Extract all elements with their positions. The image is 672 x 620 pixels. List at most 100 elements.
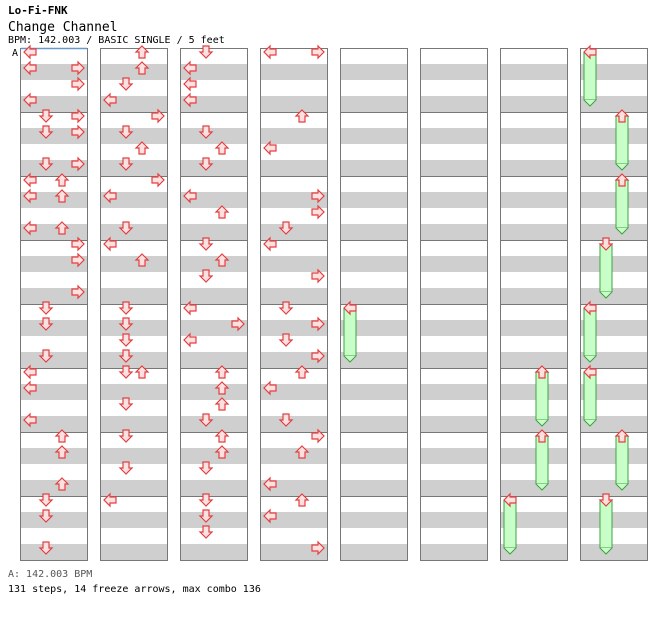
measure-stripe xyxy=(100,128,168,144)
step-arrow xyxy=(134,45,150,59)
song-title: Change Channel xyxy=(8,20,118,35)
step-arrow xyxy=(534,365,550,379)
step-arrow xyxy=(198,461,214,475)
chart-stats: 131 steps, 14 freeze arrows, max combo 1… xyxy=(8,584,261,595)
measure-stripe xyxy=(420,320,488,336)
measure-stripe xyxy=(100,224,168,240)
chart-meta: BPM: 142.003 / BASIC SINGLE / 5 feet xyxy=(8,35,225,46)
measure-stripe xyxy=(20,352,88,368)
measure-stripe xyxy=(580,96,648,112)
freeze-tail xyxy=(615,163,629,171)
step-arrow xyxy=(214,381,230,395)
measure-stripe xyxy=(180,224,248,240)
measure-stripe xyxy=(260,480,328,496)
step-arrow xyxy=(103,492,117,508)
step-arrow xyxy=(23,188,37,204)
freeze-body xyxy=(615,435,629,485)
measure-stripe xyxy=(580,480,648,496)
step-arrow xyxy=(38,509,54,523)
step-arrow xyxy=(103,236,117,252)
measure-stripe xyxy=(340,416,408,432)
measure-stripe xyxy=(340,160,408,176)
measure-stripe xyxy=(260,320,328,336)
measure-stripe xyxy=(180,288,248,304)
measure-stripe xyxy=(100,320,168,336)
measure-stripe xyxy=(100,352,168,368)
step-arrow xyxy=(23,92,37,108)
measure-stripe xyxy=(420,256,488,272)
step-arrow xyxy=(134,253,150,267)
step-arrow xyxy=(38,541,54,555)
freeze-tail xyxy=(535,419,549,427)
measure-stripe xyxy=(580,384,648,400)
measure-stripe xyxy=(20,192,88,208)
step-arrow xyxy=(71,284,85,300)
measure-stripe xyxy=(180,416,248,432)
step-arrow xyxy=(118,157,134,171)
step-arrow xyxy=(118,125,134,139)
step-arrow xyxy=(583,300,597,316)
measure-stripe xyxy=(20,160,88,176)
step-arrow xyxy=(343,300,357,316)
measure-stripe xyxy=(100,160,168,176)
step-arrow xyxy=(598,493,614,507)
freeze-tail xyxy=(599,291,613,299)
freeze-body xyxy=(615,179,629,229)
measure-stripe xyxy=(420,512,488,528)
step-arrow xyxy=(214,445,230,459)
measure-stripe xyxy=(180,352,248,368)
step-arrow xyxy=(311,204,325,220)
measure-stripe xyxy=(420,544,488,560)
measure-stripe xyxy=(580,352,648,368)
measure-stripe xyxy=(180,480,248,496)
measure-stripe xyxy=(260,128,328,144)
step-arrow xyxy=(263,508,277,524)
measure-stripe xyxy=(260,224,328,240)
measure-stripe xyxy=(420,352,488,368)
measure-stripe xyxy=(580,64,648,80)
step-arrow xyxy=(118,221,134,235)
measure-stripe xyxy=(180,384,248,400)
step-arrow xyxy=(103,188,117,204)
freeze-tail xyxy=(583,355,597,363)
step-arrow xyxy=(151,172,165,188)
measure-stripe xyxy=(500,256,568,272)
artist-name: Lo-Fi-FNK xyxy=(8,4,68,17)
step-arrow xyxy=(23,44,37,60)
measure-stripe xyxy=(500,160,568,176)
step-arrow xyxy=(183,60,197,76)
step-arrow xyxy=(311,268,325,284)
measure-stripe xyxy=(340,256,408,272)
measure-stripe xyxy=(20,512,88,528)
measure-stripe xyxy=(420,192,488,208)
step-arrow xyxy=(118,77,134,91)
step-arrow xyxy=(183,300,197,316)
measure-stripe xyxy=(260,160,328,176)
step-arrow xyxy=(198,125,214,139)
step-arrow xyxy=(118,317,134,331)
step-arrow xyxy=(198,493,214,507)
step-arrow xyxy=(311,428,325,444)
measure-stripe xyxy=(500,352,568,368)
step-arrow xyxy=(198,413,214,427)
measure-stripe xyxy=(580,512,648,528)
measure-stripe xyxy=(340,512,408,528)
measure-stripe xyxy=(180,192,248,208)
step-arrow xyxy=(118,333,134,347)
measure-stripe xyxy=(580,320,648,336)
measure-stripe xyxy=(260,416,328,432)
step-chart: A xyxy=(12,44,648,561)
freeze-body xyxy=(343,307,357,357)
measure-stripe xyxy=(100,384,168,400)
measure-stripe xyxy=(180,128,248,144)
step-arrow xyxy=(183,92,197,108)
step-arrow xyxy=(214,429,230,443)
measure-stripe xyxy=(20,320,88,336)
step-arrow xyxy=(278,221,294,235)
step-arrow xyxy=(23,412,37,428)
measure-stripe xyxy=(340,288,408,304)
measure-stripe xyxy=(420,448,488,464)
step-arrow xyxy=(278,333,294,347)
step-arrow xyxy=(263,140,277,156)
measure-stripe xyxy=(260,448,328,464)
